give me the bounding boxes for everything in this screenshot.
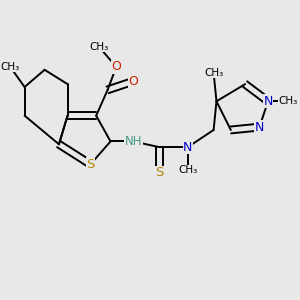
Text: NH: NH bbox=[125, 135, 142, 148]
Text: S: S bbox=[155, 167, 164, 179]
Text: S: S bbox=[86, 158, 94, 171]
Text: N: N bbox=[263, 95, 273, 108]
Text: CH₃: CH₃ bbox=[89, 42, 109, 52]
Text: N: N bbox=[255, 121, 264, 134]
Text: CH₃: CH₃ bbox=[204, 68, 223, 78]
Text: O: O bbox=[128, 75, 138, 88]
Text: O: O bbox=[111, 60, 121, 74]
Text: CH₃: CH₃ bbox=[1, 62, 20, 72]
Text: N: N bbox=[183, 141, 193, 154]
Text: CH₃: CH₃ bbox=[178, 165, 197, 175]
Text: CH₃: CH₃ bbox=[278, 96, 298, 106]
